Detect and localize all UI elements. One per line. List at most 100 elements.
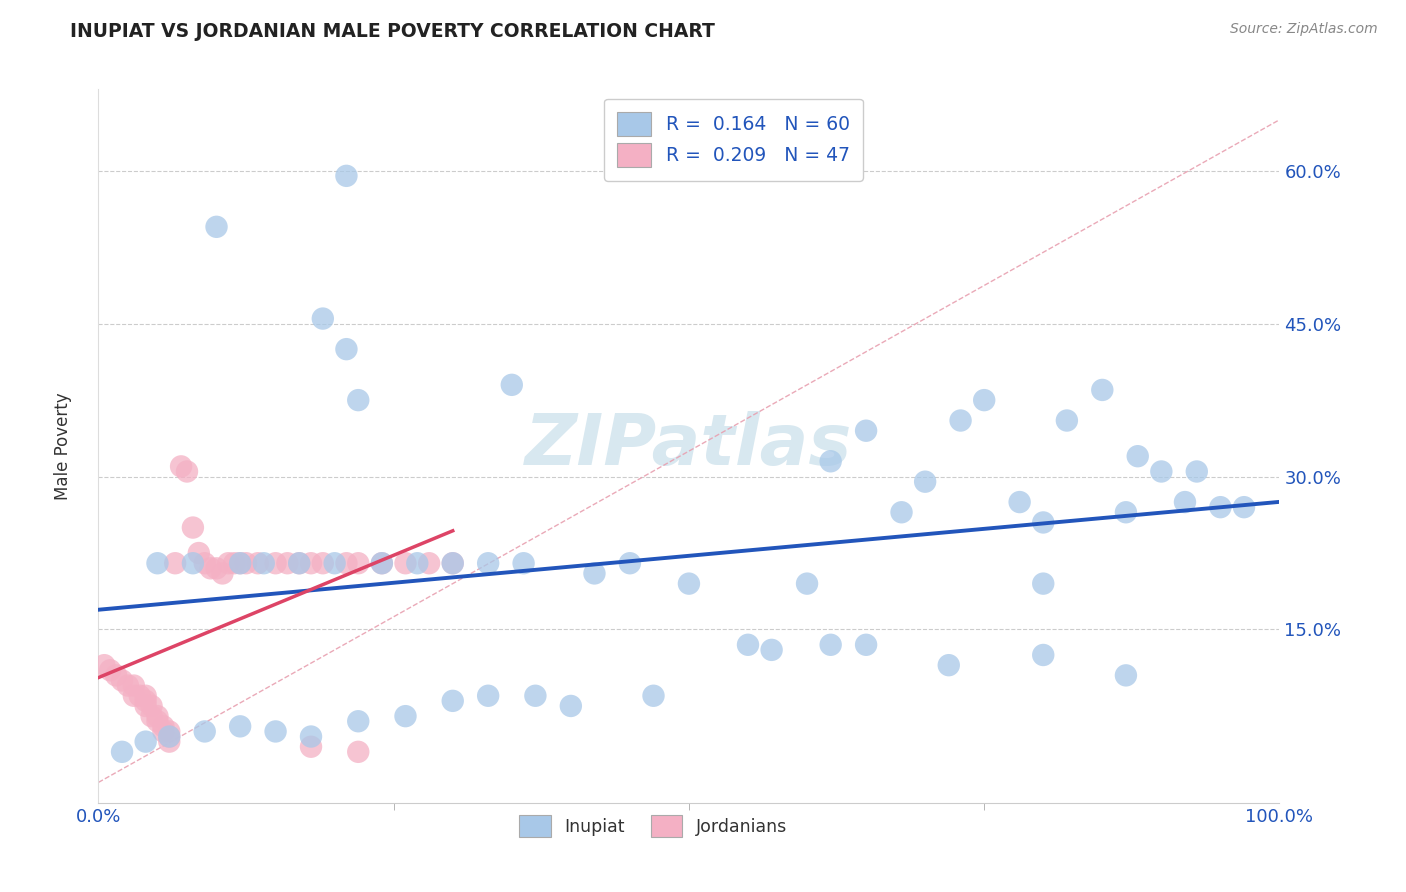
Legend: Inupiat, Jordanians: Inupiat, Jordanians [513,808,794,844]
Point [1115,668,1137,682]
Text: Source: ZipAtlas.com: Source: ZipAtlas.com [1230,22,1378,37]
Point [890,505,912,519]
Point [394,709,416,723]
Point [200,561,222,575]
Point [501,377,523,392]
Point [855,638,877,652]
Point [111,745,134,759]
Point [117,679,139,693]
Point [157,730,180,744]
Point [1008,495,1031,509]
Point [128,689,150,703]
Point [146,556,169,570]
Point [477,689,499,703]
Point [157,730,180,744]
Point [135,694,157,708]
Point [796,576,818,591]
Point [205,561,228,575]
Point [135,734,157,748]
Point [347,393,370,408]
Point [194,556,217,570]
Point [157,734,180,748]
Text: INUPIAT VS JORDANIAN MALE POVERTY CORRELATION CHART: INUPIAT VS JORDANIAN MALE POVERTY CORREL… [70,22,716,41]
Point [299,556,322,570]
Point [152,724,174,739]
Point [253,556,276,570]
Point [264,556,287,570]
Point [246,556,269,570]
Point [1150,465,1173,479]
Point [347,714,370,729]
Point [288,556,311,570]
Point [141,709,163,723]
Point [441,556,464,570]
Point [938,658,960,673]
Text: Male Poverty: Male Poverty [55,392,72,500]
Point [176,465,198,479]
Point [1233,500,1256,515]
Point [406,556,429,570]
Point [229,556,252,570]
Point [761,643,783,657]
Point [211,566,233,581]
Point [135,698,157,713]
Point [914,475,936,489]
Point [477,556,499,570]
Point [1032,648,1054,662]
Point [973,393,995,408]
Point [441,694,464,708]
Point [1032,516,1054,530]
Point [512,556,534,570]
Point [820,454,842,468]
Point [299,739,322,754]
Point [312,311,335,326]
Point [418,556,440,570]
Point [181,556,204,570]
Point [111,673,134,688]
Point [1091,383,1114,397]
Point [1209,500,1232,515]
Point [371,556,394,570]
Point [323,556,346,570]
Point [229,719,252,733]
Point [152,719,174,733]
Point [371,556,394,570]
Point [217,556,239,570]
Point [229,556,252,570]
Point [312,556,335,570]
Point [347,745,370,759]
Point [1056,413,1078,427]
Point [643,689,665,703]
Point [170,459,193,474]
Point [347,556,370,570]
Point [560,698,582,713]
Point [122,689,145,703]
Point [820,638,842,652]
Point [93,658,115,673]
Point [335,169,357,183]
Point [181,520,204,534]
Point [949,413,972,427]
Point [157,724,180,739]
Point [524,689,547,703]
Text: ZIPatlas: ZIPatlas [526,411,852,481]
Point [619,556,641,570]
Point [187,546,209,560]
Point [276,556,298,570]
Point [165,556,187,570]
Point [264,724,287,739]
Point [855,424,877,438]
Point [146,709,169,723]
Point [1115,505,1137,519]
Point [335,556,357,570]
Point [1185,465,1208,479]
Point [141,698,163,713]
Point [394,556,416,570]
Point [224,556,246,570]
Point [146,714,169,729]
Point [678,576,700,591]
Point [1174,495,1197,509]
Point [122,679,145,693]
Point [335,342,357,356]
Point [194,724,217,739]
